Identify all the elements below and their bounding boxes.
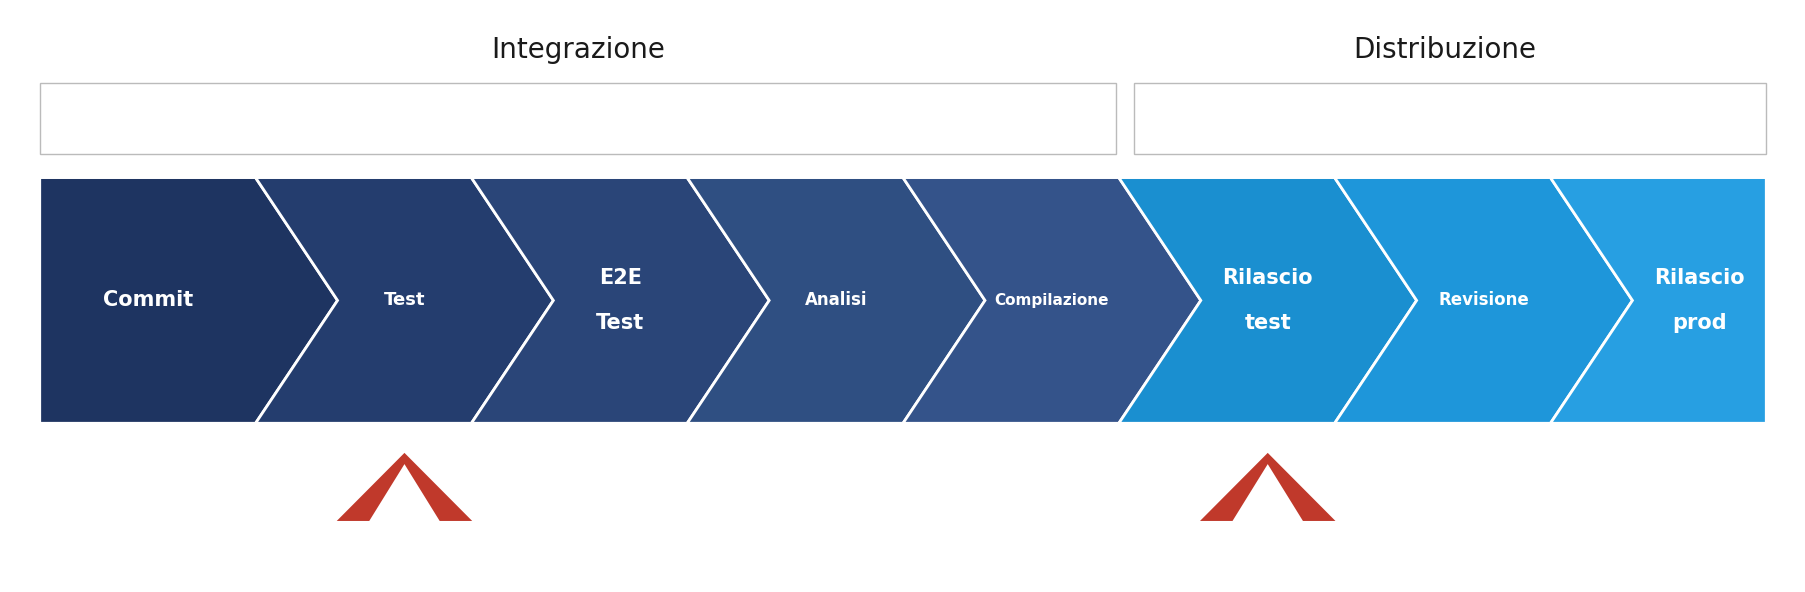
Polygon shape (1334, 178, 1632, 423)
Polygon shape (256, 178, 552, 423)
Polygon shape (1549, 178, 1765, 423)
Polygon shape (902, 178, 1200, 423)
Polygon shape (336, 453, 471, 521)
Text: Rilascio: Rilascio (1222, 268, 1312, 288)
Polygon shape (40, 178, 338, 423)
Bar (40, 83, 1115, 154)
Text: Distribuzione: Distribuzione (1352, 36, 1536, 65)
Polygon shape (1199, 453, 1334, 521)
Text: prod: prod (1671, 313, 1726, 333)
Text: Revisione: Revisione (1437, 291, 1529, 310)
Text: Compilazione: Compilazione (995, 293, 1108, 308)
Text: Rilascio: Rilascio (1653, 268, 1744, 288)
Text: Test: Test (383, 291, 424, 310)
Polygon shape (1117, 178, 1415, 423)
Text: Integrazione: Integrazione (491, 36, 664, 65)
Polygon shape (471, 178, 769, 423)
Text: Analisi: Analisi (805, 291, 866, 310)
Text: Commit: Commit (103, 291, 193, 310)
Text: test: test (1244, 313, 1291, 333)
Text: E2E: E2E (599, 268, 641, 288)
Bar (1134, 83, 1765, 154)
Polygon shape (686, 178, 984, 423)
Text: Test: Test (596, 313, 644, 333)
